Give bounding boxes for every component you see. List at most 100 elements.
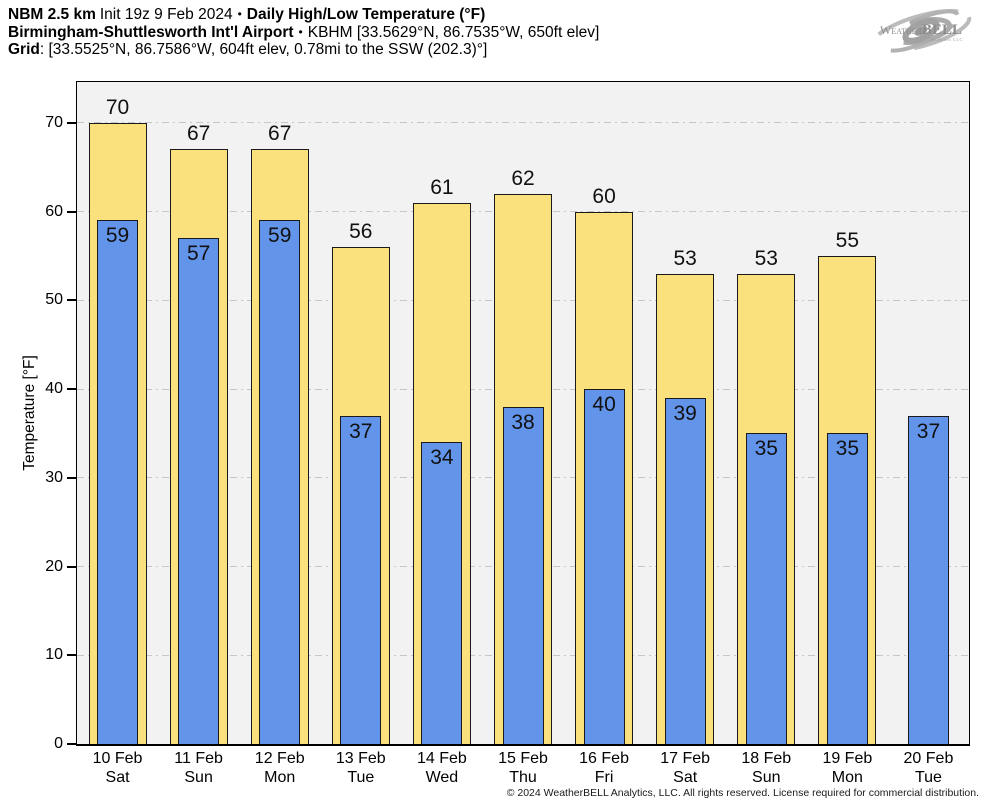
x-label-date: 12 Feb	[254, 750, 305, 767]
y-tick-label: 50	[45, 291, 63, 309]
low-temp-bar	[502, 406, 544, 744]
plot-area: Temperature [°F] 0 10 20 30 40 50 60 70 70 59 10 F…	[21, 81, 970, 786]
logo-subtext: Analytics LLC	[930, 37, 963, 42]
x-label-day: Mon	[831, 769, 863, 786]
x-axis-label: 10 Feb Sat	[77, 749, 158, 787]
x-label-date: 13 Feb	[335, 750, 386, 767]
x-label-day: Sun	[752, 769, 781, 786]
y-tick-label: 60	[45, 202, 63, 220]
y-tick-mark	[67, 476, 76, 479]
low-temp-bar	[178, 238, 220, 744]
x-axis-label: 11 Feb Sun	[158, 749, 239, 787]
x-label-day: Sat	[105, 769, 130, 786]
x-axis-label: 16 Feb Fri	[564, 749, 645, 787]
x-label-date: 18 Feb	[741, 750, 792, 767]
low-value-label: 34	[430, 446, 454, 470]
y-tick-label: 70	[45, 113, 63, 131]
x-label-day: Wed	[425, 769, 459, 786]
y-tick-mark	[67, 210, 76, 213]
low-value-label: 40	[592, 393, 616, 417]
high-value-label: 56	[349, 220, 373, 244]
high-value-label: 53	[754, 246, 778, 270]
low-temp-bar	[664, 397, 706, 744]
x-label-day: Tue	[347, 769, 375, 786]
y-tick-label: 0	[54, 735, 63, 752]
weatherbell-logo: WeatherBELL Analytics LLC	[870, 9, 972, 53]
low-value-label: 39	[673, 401, 697, 425]
x-label-date: 11 Feb	[174, 750, 223, 767]
y-tick-label: 10	[45, 646, 63, 664]
x-label-day: Mon	[264, 769, 296, 786]
header-line2: Birmingham-Shuttlesworth Int'l Airport • K…	[8, 24, 599, 42]
x-axis-label: 17 Feb Sat	[645, 749, 726, 787]
hurricane-swirl-icon	[870, 9, 972, 53]
x-axis-label: 19 Feb Mon	[807, 749, 888, 787]
x-axis-label: 18 Feb Sun	[726, 749, 807, 787]
y-tick-mark	[67, 743, 76, 745]
chart-header: NBM 2.5 km Init 19z 9 Feb 2024 • Daily High…	[8, 6, 599, 59]
low-value-label: 35	[754, 437, 778, 461]
high-value-label: 67	[268, 122, 292, 146]
low-value-label: 59	[268, 224, 292, 248]
x-label-date: 20 Feb	[903, 750, 954, 767]
grid-label: Grid	[8, 41, 40, 58]
high-value-label: 60	[592, 184, 616, 208]
low-temp-bar	[97, 220, 139, 744]
y-tick-label: 30	[45, 468, 63, 486]
x-label-day: Sun	[184, 769, 213, 786]
separator-dot: •	[237, 7, 242, 21]
x-label-date: 15 Feb	[498, 750, 548, 767]
high-value-label: 67	[186, 122, 211, 146]
low-value-label: 57	[186, 242, 211, 266]
y-axis-title: Temperature [°F]	[21, 355, 38, 471]
high-value-label: 55	[835, 228, 860, 252]
x-label-day: Sat	[673, 769, 698, 786]
low-value-label: 35	[835, 437, 860, 461]
x-label-day: Fri	[594, 769, 614, 786]
low-value-label: 59	[105, 224, 130, 248]
low-temp-bar	[745, 433, 787, 744]
x-label-date: 10 Feb	[92, 750, 143, 767]
y-tick-label: 40	[45, 380, 63, 398]
x-label-date: 16 Feb	[579, 750, 629, 767]
x-label-date: 17 Feb	[660, 750, 711, 767]
y-tick-mark	[67, 388, 76, 391]
low-temp-bar	[340, 415, 382, 744]
low-value-label: 37	[349, 419, 373, 443]
grid-details: : [33.5525°N, 86.7586°W, 604ft elev, 0.7…	[39, 41, 488, 58]
init-time: Init 19z 9 Feb 2024	[99, 6, 233, 23]
copyright-notice: © 2024 WeatherBELL Analytics, LLC. All r…	[506, 787, 979, 799]
header-line3: Grid: [33.5525°N, 86.7586°W, 604ft elev,…	[8, 41, 599, 59]
page-title: Daily High/Low Temperature (°F)	[246, 6, 486, 23]
high-value-label: 53	[673, 246, 697, 270]
x-label-date: 19 Feb	[822, 750, 873, 767]
low-temp-bar	[583, 389, 625, 744]
y-tick-label: 20	[45, 557, 63, 575]
gridline	[77, 122, 969, 124]
logo-wordmark: WeatherBELL	[880, 22, 962, 38]
y-tick-mark	[67, 654, 76, 657]
logo-word-bell: BELL	[922, 22, 962, 38]
high-value-label: 61	[430, 175, 454, 199]
x-axis-label: 13 Feb Tue	[320, 749, 401, 787]
separator-dot: •	[298, 24, 303, 39]
station-name: Birmingham-Shuttlesworth Int'l Airport	[8, 23, 294, 41]
low-temp-bar	[826, 433, 868, 744]
y-tick-mark	[67, 565, 76, 568]
low-value-label: 38	[511, 410, 535, 434]
high-value-label: 62	[511, 166, 535, 190]
x-axis-label: 12 Feb Mon	[239, 749, 320, 787]
logo-word-weather: Weather	[880, 23, 923, 37]
model-name: NBM 2.5 km	[8, 6, 96, 23]
station-details: KBHM [33.5629°N, 86.7535°W, 650ft elev]	[307, 23, 600, 41]
high-value-label: 70	[105, 95, 130, 119]
x-label-date: 14 Feb	[416, 750, 467, 767]
low-temp-bar	[421, 442, 463, 744]
y-tick-mark	[67, 121, 76, 124]
x-label-day: Thu	[509, 769, 537, 786]
x-axis-label: 15 Feb Thu	[482, 749, 563, 787]
x-axis-label: 14 Feb Wed	[401, 749, 482, 787]
low-temp-bar	[907, 415, 949, 744]
header-line1: NBM 2.5 km Init 19z 9 Feb 2024 • Daily High…	[8, 6, 599, 24]
